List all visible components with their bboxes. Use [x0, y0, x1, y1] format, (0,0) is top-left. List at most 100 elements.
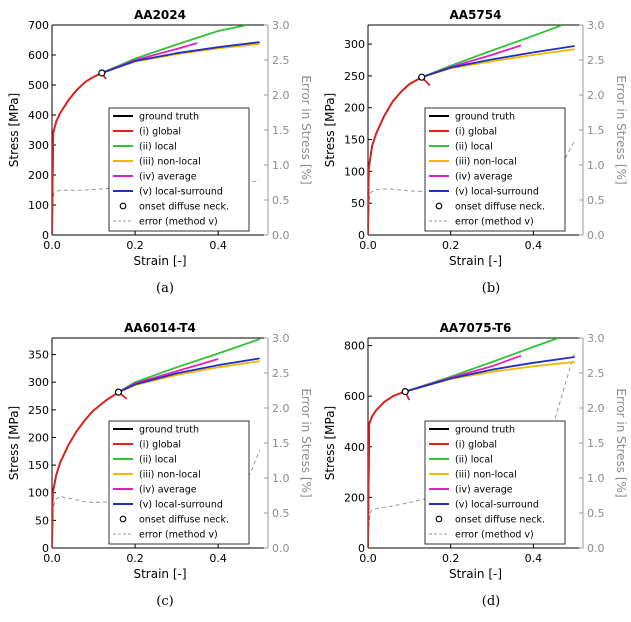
y-axis-label: Stress [MPa] — [323, 406, 337, 480]
y2-tick-label: 0.5 — [272, 507, 290, 520]
y2-tick-label: 1.5 — [587, 124, 605, 137]
legend-label-error-method-v: error (method v) — [455, 217, 534, 228]
y-tick-label: 0 — [42, 542, 49, 555]
caption-c: (c) — [156, 594, 173, 609]
y2-axis-label: Error in Stress [%] — [299, 388, 313, 497]
legend-label-i-global: (i) global — [139, 440, 181, 451]
caption-b: (b) — [482, 281, 500, 296]
y2-tick-label: 1.5 — [272, 437, 290, 450]
legend-label-iv-average: (iv) average — [455, 485, 513, 496]
legend-label-ii-local: (ii) local — [139, 455, 177, 466]
series-line-v-local-surround — [101, 41, 260, 74]
legend-label-iii-non-local: (iii) non-local — [139, 470, 201, 481]
legend-label-iv-average: (iv) average — [139, 172, 197, 183]
legend-label-v-local-surround: (v) local-surround — [455, 500, 539, 511]
y2-tick-label: 0.5 — [587, 194, 605, 207]
x-tick-label: 0.4 — [525, 552, 543, 565]
legend-box — [424, 420, 566, 545]
y2-tick-label: 2.0 — [272, 89, 290, 102]
x-tick-label: 0.0 — [43, 552, 61, 565]
legend-label-ground-truth: ground truth — [139, 425, 199, 436]
chart-title: AA6014-T4 — [124, 321, 196, 335]
legend-label-onset-diffuse-neck: onset diffuse neck. — [455, 202, 545, 213]
y-axis-label: Stress [MPa] — [323, 93, 337, 167]
onset-diffuse-neck-marker — [98, 69, 106, 77]
y-tick-label: 300 — [28, 139, 49, 152]
chart-panel-aa7075-t6: AA7075-T6 0 200 400 600 800 0.0 0.5 1.0 1.5 2.0 2.5… — [323, 321, 628, 581]
y-tick-label: 600 — [28, 49, 49, 62]
y-tick-label: 200 — [344, 491, 365, 504]
y-tick-label: 0 — [42, 229, 49, 242]
series-line-v-local-surround — [404, 356, 575, 393]
legend-label-ground-truth: ground truth — [455, 425, 515, 436]
y2-tick-label: 2.5 — [587, 54, 605, 67]
legend-label-i-global: (i) global — [455, 440, 497, 451]
y2-tick-label: 3.0 — [272, 19, 290, 32]
legend-box — [108, 420, 250, 545]
chart-panel-aa5754: AA5754 0 50 100 150 200 250 300 0.0 0.5 1.0 1.5 2.0 2… — [323, 8, 628, 268]
legend-label-v-local-surround: (v) local-surround — [139, 187, 223, 198]
y2-tick-label: 2.0 — [272, 402, 290, 415]
legend-marker-onset — [119, 202, 127, 210]
legend: ground truth (i) global (ii) local (iii) no… — [424, 107, 566, 232]
caption-a: (a) — [156, 281, 174, 296]
legend-marker-onset — [119, 515, 127, 523]
y-tick-label: 400 — [28, 109, 49, 122]
legend-label-error-method-v: error (method v) — [139, 217, 218, 228]
legend-label-iv-average: (iv) average — [455, 172, 513, 183]
chart-panel-aa6014-t4: AA6014-T4 0 50 100 150 200 250 300 350 0.0 0.5 1.0 1… — [7, 321, 313, 581]
series-line-i-global — [52, 391, 128, 548]
y2-tick-label: 0.0 — [587, 542, 605, 555]
chart-title: AA7075-T6 — [440, 321, 512, 335]
y2-axis-label: Error in Stress [%] — [614, 75, 628, 184]
y-tick-label: 400 — [344, 441, 365, 454]
legend-label-v-local-surround: (v) local-surround — [455, 187, 539, 198]
y-tick-label: 0 — [358, 229, 365, 242]
y2-tick-label: 3.0 — [587, 19, 605, 32]
legend-marker-onset — [435, 515, 443, 523]
legend-label-ii-local: (ii) local — [455, 455, 493, 466]
legend-label-ii-local: (ii) local — [455, 142, 493, 153]
y-tick-label: 300 — [28, 376, 49, 389]
legend-label-error-method-v: error (method v) — [455, 530, 534, 541]
y-tick-label: 300 — [344, 38, 365, 51]
x-axis-label: Strain [-] — [449, 567, 502, 581]
series-line-i-global — [368, 390, 411, 548]
y-tick-label: 100 — [28, 199, 49, 212]
y2-tick-label: 1.0 — [272, 472, 290, 485]
onset-diffuse-neck-marker — [114, 388, 123, 396]
legend-label-i-global: (i) global — [139, 127, 181, 138]
legend-label-onset-diffuse-neck: onset diffuse neck. — [139, 202, 229, 213]
onset-diffuse-neck-marker — [418, 73, 426, 81]
y-tick-label: 700 — [28, 19, 49, 32]
x-axis-label: Strain [-] — [449, 254, 502, 268]
x-axis-label: Strain [-] — [133, 254, 186, 268]
y2-tick-label: 0.5 — [272, 194, 290, 207]
legend-label-v-local-surround: (v) local-surround — [139, 500, 223, 511]
y2-tick-label: 2.0 — [587, 402, 605, 415]
legend-label-iii-non-local: (iii) non-local — [455, 157, 517, 168]
legend-label-ground-truth: ground truth — [139, 112, 199, 123]
y2-tick-label: 2.5 — [587, 367, 605, 380]
chart-title: AA2024 — [134, 8, 186, 22]
series-line-ground-truth — [368, 76, 423, 235]
y-tick-label: 600 — [344, 390, 365, 403]
legend: ground truth (i) global (ii) local (iii) no… — [108, 420, 250, 545]
legend-label-iv-average: (iv) average — [139, 485, 197, 496]
legend-label-iii-non-local: (iii) non-local — [139, 157, 201, 168]
legend-box — [108, 107, 250, 232]
legend-label-ii-local: (ii) local — [139, 142, 177, 153]
x-tick-label: 0.4 — [209, 239, 227, 252]
y2-tick-label: 1.0 — [272, 159, 290, 172]
y2-tick-label: 0.0 — [272, 229, 290, 242]
y2-tick-label: 1.0 — [587, 159, 605, 172]
y-tick-label: 150 — [28, 459, 49, 472]
y2-tick-label: 0.0 — [272, 542, 290, 555]
legend-label-onset-diffuse-neck: onset diffuse neck. — [139, 515, 229, 526]
chart-title: AA5754 — [450, 8, 502, 22]
onset-diffuse-neck-marker — [401, 388, 409, 396]
legend-label-i-global: (i) global — [455, 127, 497, 138]
y-tick-label: 250 — [344, 70, 365, 83]
series-line-i-global — [52, 72, 107, 235]
